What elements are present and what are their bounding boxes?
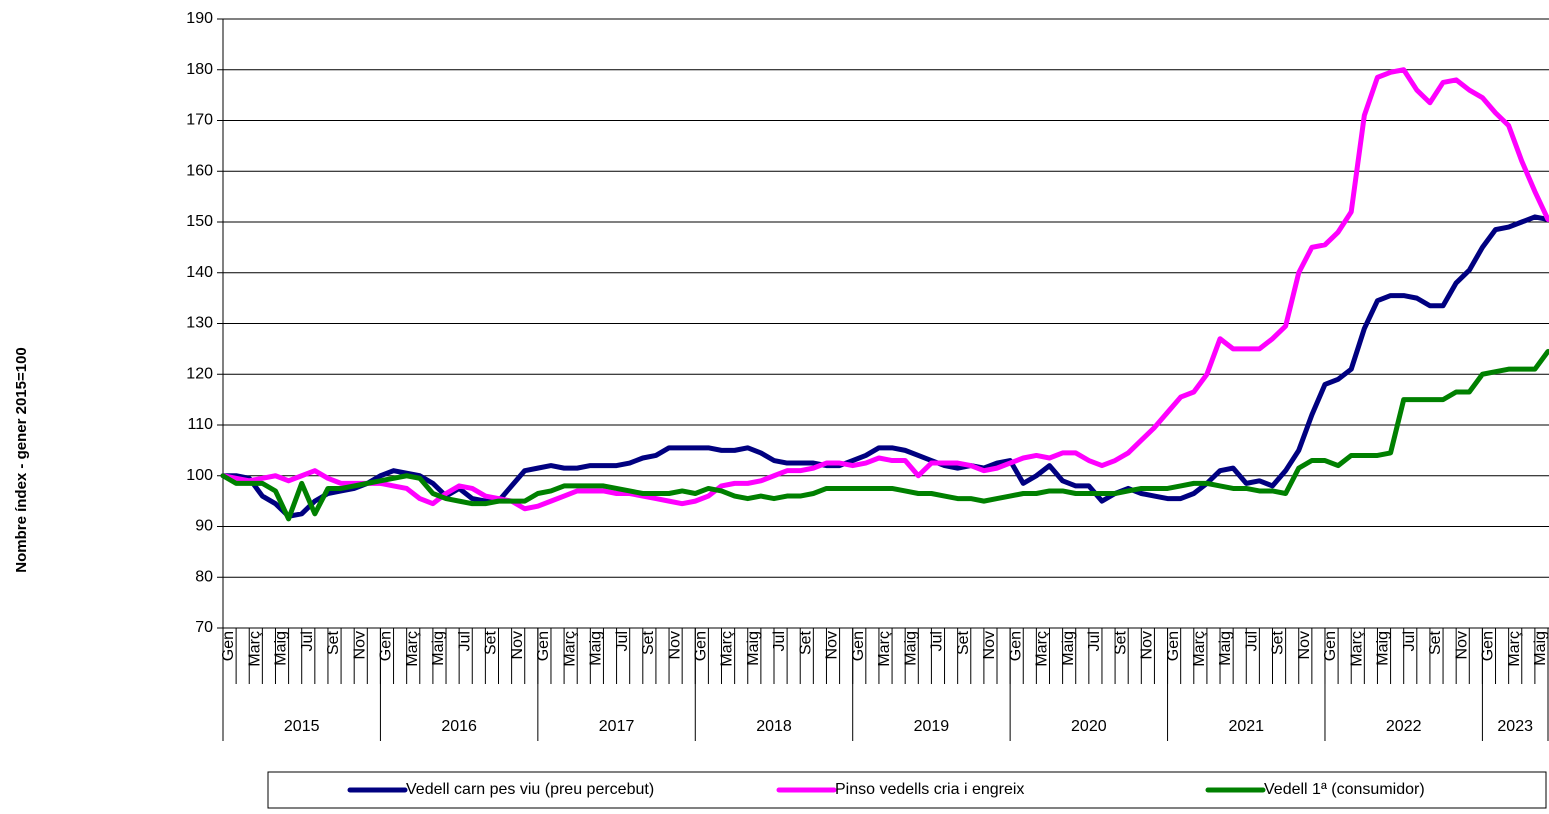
legend-label: Pinso vedells cria i engreix bbox=[835, 781, 1024, 798]
x-tick-label: Jul bbox=[771, 631, 788, 651]
x-tick-label: Maig bbox=[430, 631, 447, 666]
x-tick-label: Nov bbox=[981, 631, 998, 659]
y-tick-label: 80 bbox=[195, 568, 213, 585]
y-tick-label: 120 bbox=[186, 365, 213, 382]
y-tick-label: 150 bbox=[186, 213, 213, 230]
y-tick-label: 140 bbox=[186, 264, 213, 281]
y-tick-label: 170 bbox=[186, 112, 213, 129]
x-tick-label: Maig bbox=[1532, 631, 1549, 666]
year-label: 2022 bbox=[1386, 718, 1422, 735]
x-tick-label: Set bbox=[955, 630, 972, 655]
y-tick-label: 100 bbox=[186, 467, 213, 484]
x-tick-label: Març bbox=[1348, 631, 1365, 667]
year-label: 2023 bbox=[1497, 718, 1533, 735]
x-tick-label: Maig bbox=[745, 631, 762, 666]
x-tick-label: Set bbox=[325, 630, 342, 655]
x-tick-label: Nov bbox=[509, 631, 526, 659]
x-tick-label: Març bbox=[561, 631, 578, 667]
x-tick-label: Nov bbox=[666, 631, 683, 659]
x-tick-label: Jul bbox=[299, 631, 316, 651]
x-tick-label: Jul bbox=[929, 631, 946, 651]
x-tick-label: Gen bbox=[1480, 631, 1497, 661]
x-tick-label: Gen bbox=[378, 631, 395, 661]
x-tick-label: Març bbox=[876, 631, 893, 667]
x-tick-label: Set bbox=[1427, 630, 1444, 655]
y-tick-label: 190 bbox=[186, 10, 213, 27]
legend-label: Vedell carn pes viu (preu percebut) bbox=[406, 781, 654, 798]
year-label: 2018 bbox=[756, 718, 792, 735]
x-tick-label: Gen bbox=[220, 631, 237, 661]
x-tick-label: Maig bbox=[1217, 631, 1234, 666]
year-label: 2016 bbox=[441, 718, 477, 735]
y-tick-label: 180 bbox=[186, 61, 213, 78]
y-tick-label: 160 bbox=[186, 162, 213, 179]
series-line bbox=[220, 348, 1549, 522]
x-tick-label: Maig bbox=[588, 631, 605, 666]
x-tick-label: Gen bbox=[1322, 631, 1339, 661]
x-tick-label: Nov bbox=[1453, 631, 1470, 659]
y-tick-label: 70 bbox=[195, 619, 213, 636]
x-tick-label: Març bbox=[246, 631, 263, 667]
legend-box bbox=[267, 771, 1547, 809]
x-tick-label: Maig bbox=[273, 631, 290, 666]
x-tick-label: Set bbox=[483, 630, 500, 655]
x-tick-label: Jul bbox=[456, 631, 473, 651]
x-tick-label: Març bbox=[1191, 631, 1208, 667]
x-tick-label: Set bbox=[1112, 630, 1129, 655]
year-label: 2021 bbox=[1228, 718, 1264, 735]
x-tick-label: Maig bbox=[902, 631, 919, 666]
x-tick-label: Set bbox=[640, 630, 657, 655]
x-tick-label: Set bbox=[797, 630, 814, 655]
x-tick-label: Gen bbox=[1165, 631, 1182, 661]
x-tick-label: Nov bbox=[1139, 631, 1156, 659]
year-label: 2015 bbox=[284, 718, 320, 735]
x-tick-label: Març bbox=[1034, 631, 1051, 667]
x-tick-label: Març bbox=[1506, 631, 1523, 667]
x-tick-label: Jul bbox=[1243, 631, 1260, 651]
year-label: 2019 bbox=[914, 718, 950, 735]
x-tick-label: Maig bbox=[1375, 631, 1392, 666]
y-tick-label: 110 bbox=[187, 416, 213, 433]
x-tick-label: Nov bbox=[824, 631, 841, 659]
series-line bbox=[220, 67, 1549, 512]
x-tick-label: Març bbox=[719, 631, 736, 667]
y-tick-label: 130 bbox=[186, 315, 213, 332]
year-label: 2020 bbox=[1071, 718, 1107, 735]
x-tick-label: Nov bbox=[351, 631, 368, 659]
x-tick-label: Jul bbox=[1086, 631, 1103, 651]
series-line bbox=[220, 214, 1549, 519]
year-label: 2017 bbox=[599, 718, 635, 735]
x-tick-label: Gen bbox=[535, 631, 552, 661]
x-tick-label: Nov bbox=[1296, 631, 1313, 659]
y-tick-label: 90 bbox=[195, 518, 213, 535]
x-tick-label: Gen bbox=[692, 631, 709, 661]
x-tick-label: Set bbox=[1270, 630, 1287, 655]
x-tick-label: Març bbox=[404, 631, 421, 667]
legend-label: Vedell 1ª (consumidor) bbox=[1264, 781, 1425, 798]
x-tick-label: Maig bbox=[1060, 631, 1077, 666]
x-tick-label: Jul bbox=[614, 631, 631, 651]
x-tick-label: Gen bbox=[1007, 631, 1024, 661]
x-tick-label: Gen bbox=[850, 631, 867, 661]
y-axis-label: Nombre índex - gener 2015=100 bbox=[13, 347, 30, 573]
x-tick-label: Jul bbox=[1401, 631, 1418, 651]
